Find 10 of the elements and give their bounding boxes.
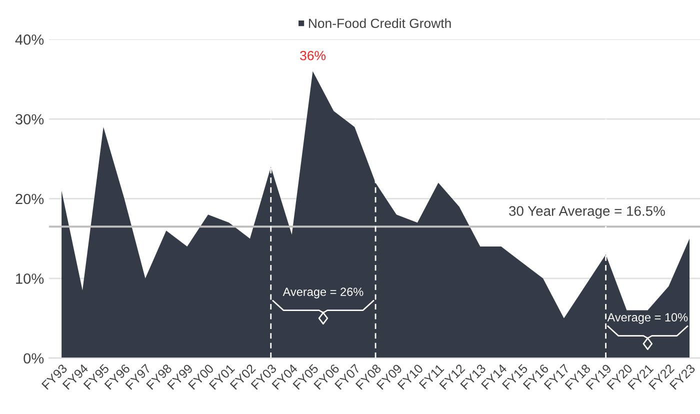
y-tick-label: 20%	[16, 194, 44, 204]
data-label: 36%	[300, 50, 326, 60]
y-tick-label: 40%	[15, 34, 44, 45]
y-tick-label: 10%	[16, 274, 44, 284]
legend-label: Non-Food Credit Growth	[309, 18, 451, 28]
annotation: Average = 10%	[607, 313, 688, 324]
y-tick-label: 30%	[16, 114, 44, 124]
ref-line-label: 30 Year Average = 16.5%	[509, 206, 665, 219]
annotation: Average = 26%	[282, 288, 364, 298]
y-tick-label: 0%	[24, 353, 44, 364]
